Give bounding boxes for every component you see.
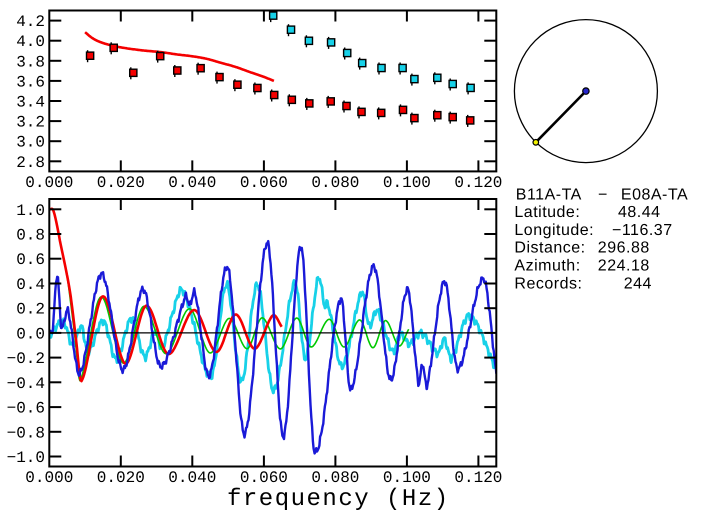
svg-text:Longitude:: Longitude: <box>514 222 594 239</box>
svg-text:3.0: 3.0 <box>16 134 45 152</box>
svg-text:0.8: 0.8 <box>16 227 45 245</box>
svg-text:0.0: 0.0 <box>16 325 45 343</box>
svg-text:−1.0: −1.0 <box>7 449 45 467</box>
svg-text:3.8: 3.8 <box>16 53 45 71</box>
svg-text:E08A-TA: E08A-TA <box>621 186 688 203</box>
svg-text:0.000: 0.000 <box>25 469 73 487</box>
svg-text:Latitude:: Latitude: <box>514 204 580 221</box>
svg-text:0.2: 0.2 <box>16 301 45 319</box>
svg-text:0.120: 0.120 <box>454 469 502 487</box>
svg-text:0.040: 0.040 <box>168 174 216 192</box>
svg-text:0.020: 0.020 <box>97 469 145 487</box>
svg-text:48.44: 48.44 <box>618 204 661 221</box>
svg-text:Distance:: Distance: <box>514 240 585 257</box>
svg-text:296.88: 296.88 <box>598 240 650 257</box>
svg-text:Azimuth:: Azimuth: <box>514 258 580 275</box>
svg-text:4.0: 4.0 <box>16 33 45 51</box>
svg-text:−0.8: −0.8 <box>7 424 45 442</box>
svg-text:0.020: 0.020 <box>97 174 145 192</box>
svg-text:0.080: 0.080 <box>311 174 359 192</box>
svg-text:0.4: 0.4 <box>16 276 45 294</box>
svg-text:3.4: 3.4 <box>16 94 45 112</box>
svg-text:3.2: 3.2 <box>16 114 45 132</box>
svg-text:3.6: 3.6 <box>16 73 45 91</box>
svg-text:0.000: 0.000 <box>25 174 73 192</box>
svg-text:0.060: 0.060 <box>240 469 288 487</box>
svg-text:0.100: 0.100 <box>383 469 431 487</box>
svg-text:B11A-TA: B11A-TA <box>516 186 582 203</box>
svg-text:−0.2: −0.2 <box>7 350 45 368</box>
svg-text:−116.37: −116.37 <box>612 222 673 239</box>
svg-text:0.060: 0.060 <box>240 174 288 192</box>
svg-text:0.100: 0.100 <box>383 174 431 192</box>
svg-text:4.2: 4.2 <box>16 13 45 31</box>
svg-text:−0.6: −0.6 <box>7 400 45 418</box>
svg-text:0.080: 0.080 <box>311 469 359 487</box>
svg-text:−0.4: −0.4 <box>7 375 45 393</box>
svg-text:244: 244 <box>624 275 652 292</box>
svg-text:0.040: 0.040 <box>168 469 216 487</box>
svg-text:Records:: Records: <box>514 275 582 292</box>
svg-text:0.120: 0.120 <box>454 174 502 192</box>
svg-text:1.0: 1.0 <box>16 202 45 220</box>
svg-text:2.8: 2.8 <box>16 154 45 172</box>
svg-text:0.6: 0.6 <box>16 251 45 269</box>
svg-text:−: − <box>598 186 608 203</box>
svg-text:224.18: 224.18 <box>598 258 650 275</box>
svg-text:frequency (Hz): frequency (Hz) <box>227 486 450 513</box>
